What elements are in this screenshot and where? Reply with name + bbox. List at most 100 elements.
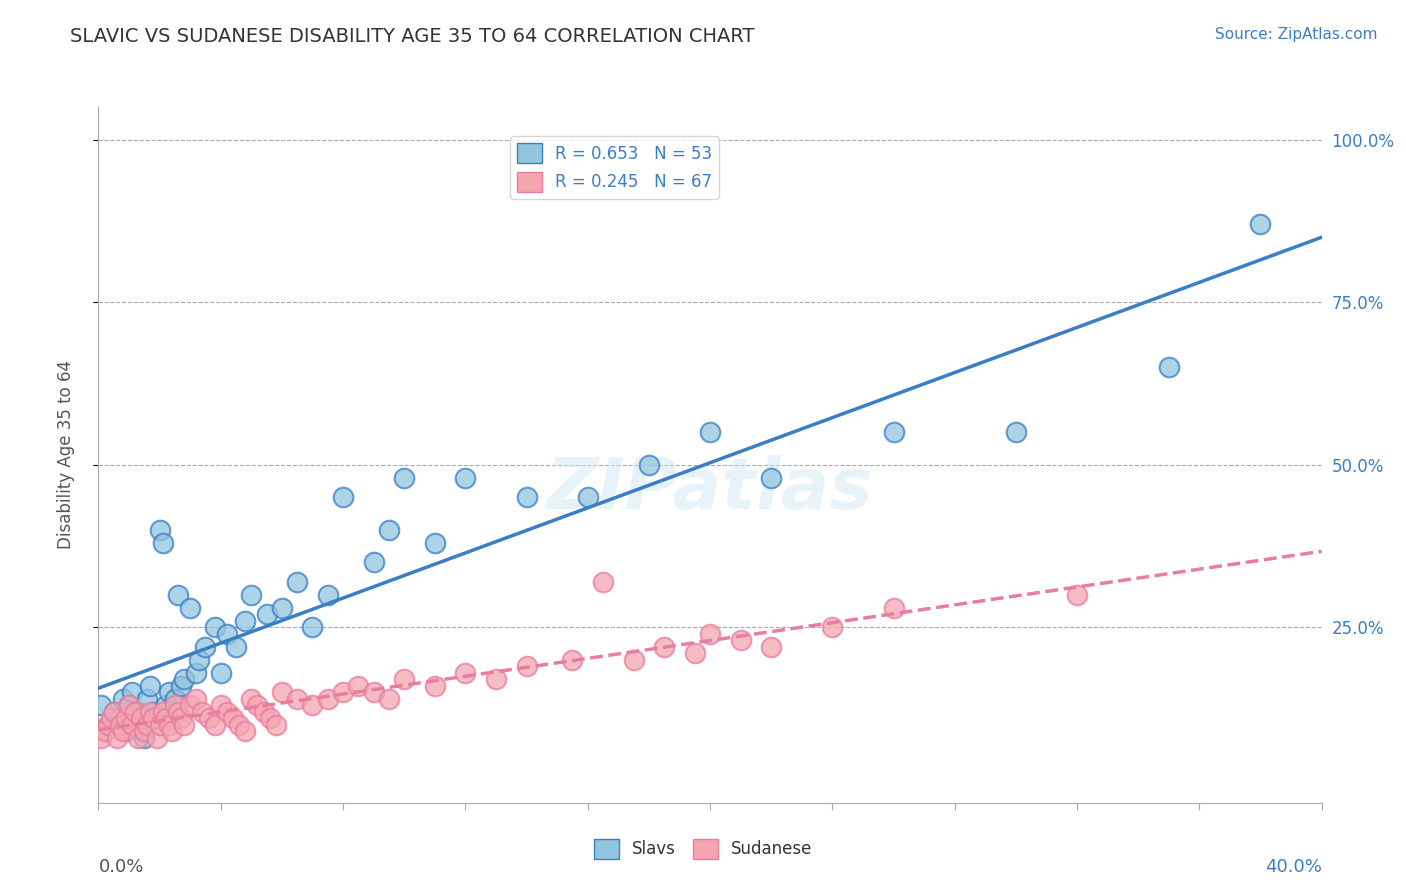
Point [139,679,162,693]
Point [209,665,232,680]
Point [225,640,247,654]
Point [285,691,308,706]
Point [821,620,844,634]
Point [103,705,125,719]
Point [157,718,180,732]
Point [194,640,217,654]
Point [173,672,195,686]
Point [252,705,274,719]
Point [124,718,146,732]
Point [163,698,186,713]
Point [316,588,339,602]
Point [652,640,675,654]
Point [215,626,238,640]
Point [152,705,174,719]
Point [134,724,156,739]
Point [332,490,354,504]
Point [90,731,112,745]
Point [155,711,177,725]
Point [683,646,706,660]
Y-axis label: Disability Age 35 to 64: Disability Age 35 to 64 [56,360,75,549]
Point [170,679,193,693]
Text: 0.0%: 0.0% [98,858,143,877]
Point [115,711,138,725]
Point [256,607,278,622]
Point [883,425,905,439]
Point [233,724,256,739]
Point [378,523,401,537]
Point [136,718,159,732]
Point [163,691,186,706]
Text: SLAVIC VS SUDANESE DISABILITY AGE 35 TO 64 CORRELATION CHART: SLAVIC VS SUDANESE DISABILITY AGE 35 TO … [70,27,755,45]
Point [1157,360,1180,375]
Point [197,711,219,725]
Point [392,471,416,485]
Point [592,574,614,589]
Point [191,705,214,719]
Point [623,653,645,667]
Point [363,685,385,699]
Point [103,705,125,719]
Point [100,711,122,725]
Point [233,614,256,628]
Point [179,698,201,713]
Point [423,535,446,549]
Point [97,718,120,732]
Point [222,711,245,725]
Point [301,698,323,713]
Point [173,718,195,732]
Point [759,640,782,654]
Point [454,471,477,485]
Point [759,471,782,485]
Point [115,724,138,739]
Point [111,691,134,706]
Point [516,659,538,673]
Point [121,685,143,699]
Point [228,718,250,732]
Point [270,600,292,615]
Point [316,691,339,706]
Point [127,731,149,745]
Point [152,535,174,549]
Point [204,718,226,732]
Point [149,718,172,732]
Point [145,731,167,745]
Point [1004,425,1026,439]
Point [1249,217,1271,231]
Legend: Slavs, Sudanese: Slavs, Sudanese [588,832,818,866]
Point [240,588,263,602]
Point [516,490,538,504]
Point [167,705,190,719]
Point [392,672,416,686]
Point [259,711,281,725]
Point [363,555,385,569]
Text: 40.0%: 40.0% [1265,858,1322,877]
Point [883,600,905,615]
Point [699,626,721,640]
Point [108,711,131,725]
Point [160,724,183,739]
Point [204,620,226,634]
Point [301,620,323,634]
Point [145,711,167,725]
Point [149,523,172,537]
Point [170,711,193,725]
Point [142,705,165,719]
Point [90,698,112,713]
Point [118,698,141,713]
Point [347,679,370,693]
Point [139,705,162,719]
Point [240,691,263,706]
Point [186,691,208,706]
Point [332,685,354,699]
Point [699,425,721,439]
Point [127,705,149,719]
Point [93,724,115,739]
Point [454,665,477,680]
Point [264,718,287,732]
Point [111,724,134,739]
Legend: R = 0.653   N = 53, R = 0.245   N = 67: R = 0.653 N = 53, R = 0.245 N = 67 [510,136,720,199]
Point [186,665,208,680]
Point [423,679,446,693]
Point [209,698,232,713]
